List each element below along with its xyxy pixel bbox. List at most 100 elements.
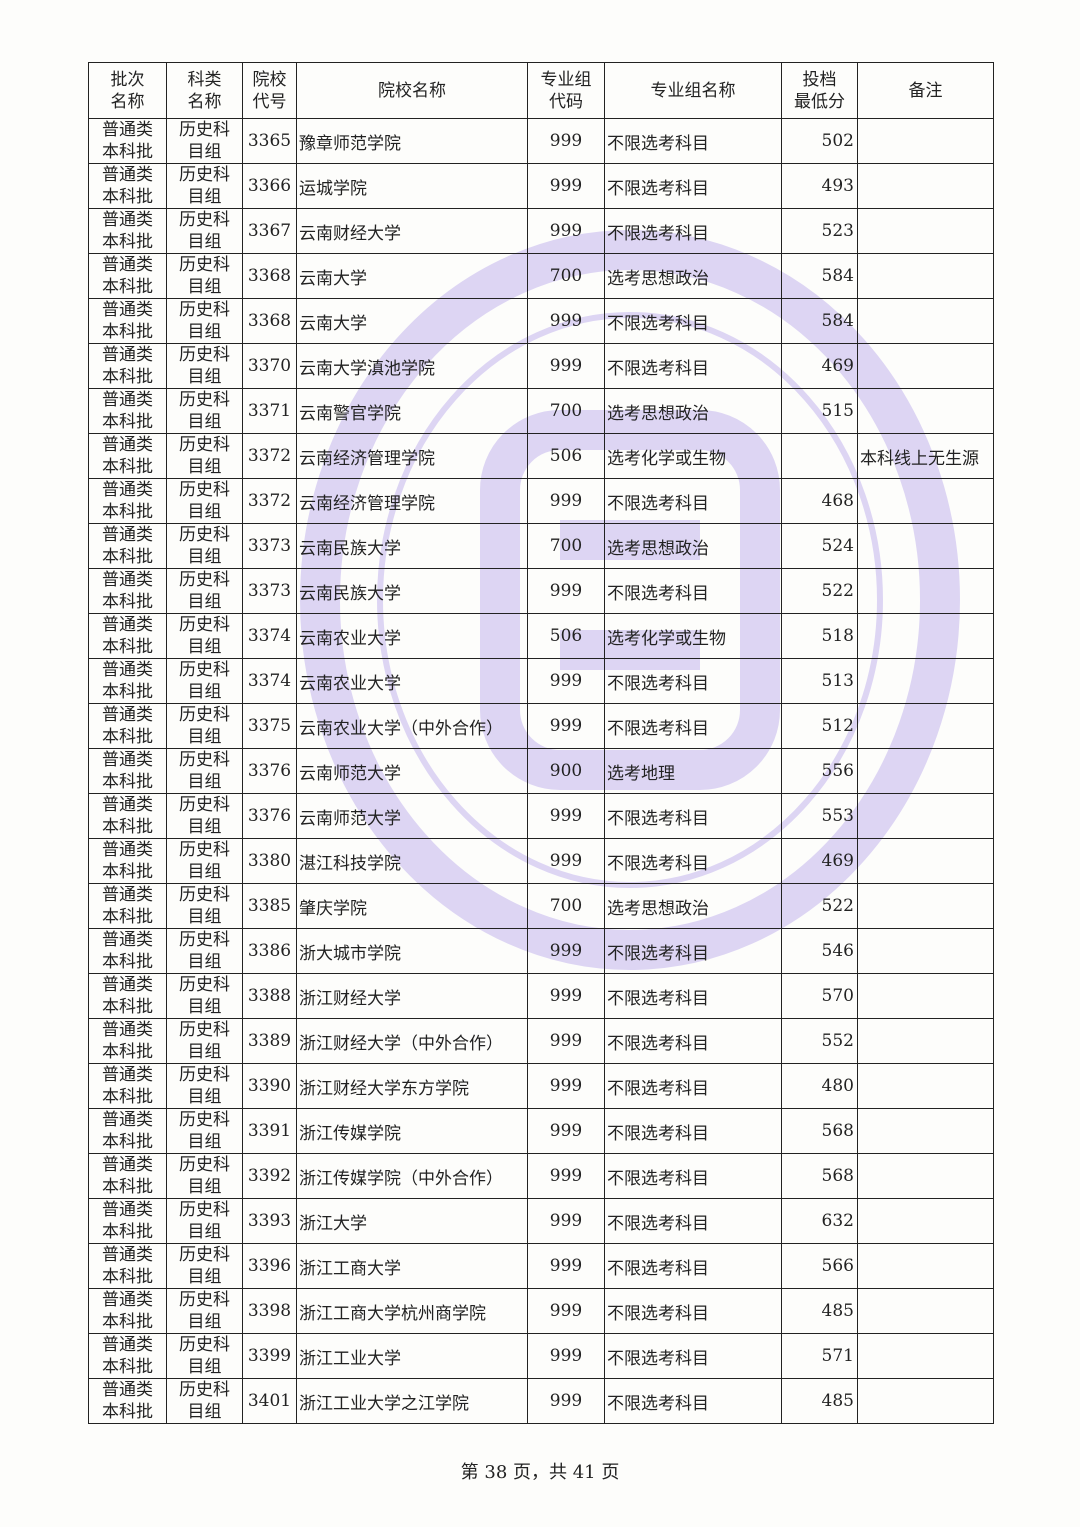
admission-table: 批次 名称 科类 名称 院校 代号 院校名称 专业组 代码 专业组名称 投档 最…	[88, 62, 994, 1424]
school-code-cell: 3399	[242, 1333, 297, 1379]
group-name-cell: 选考思想政治	[604, 388, 782, 434]
school-code-cell: 3374	[242, 658, 297, 704]
batch-cell: 普通类 本科批	[88, 388, 167, 434]
note-cell	[857, 478, 994, 524]
category-cell: 历史科 目组	[166, 613, 243, 659]
school-name-cell: 云南农业大学	[296, 658, 528, 704]
group-code-cell: 999	[527, 1378, 605, 1424]
school-name-cell: 浙江工业大学之江学院	[296, 1378, 528, 1424]
school-name-cell: 浙江工业大学	[296, 1333, 528, 1379]
school-name-cell: 肇庆学院	[296, 883, 528, 929]
header-note: 备注	[857, 62, 994, 119]
batch-cell: 普通类 本科批	[88, 793, 167, 839]
note-cell	[857, 658, 994, 704]
group-code-cell: 999	[527, 208, 605, 254]
category-cell: 历史科 目组	[166, 748, 243, 794]
category-cell: 历史科 目组	[166, 793, 243, 839]
school-code-cell: 3398	[242, 1288, 297, 1334]
group-name-cell: 不限选考科目	[604, 1243, 782, 1289]
category-cell: 历史科 目组	[166, 1018, 243, 1064]
group-code-cell: 700	[527, 388, 605, 434]
table-row: 普通类 本科批 历史科 目组 3371 云南警官学院 700 选考思想政治 515	[88, 388, 994, 434]
category-cell: 历史科 目组	[166, 1063, 243, 1109]
school-code-cell: 3389	[242, 1018, 297, 1064]
group-name-cell: 不限选考科目	[604, 208, 782, 254]
table-row: 普通类 本科批 历史科 目组 3388 浙江财经大学 999 不限选考科目 570	[88, 973, 994, 1019]
header-school-code: 院校 代号	[242, 62, 297, 119]
batch-cell: 普通类 本科批	[88, 478, 167, 524]
batch-cell: 普通类 本科批	[88, 1288, 167, 1334]
group-code-cell: 999	[527, 1198, 605, 1244]
category-cell: 历史科 目组	[166, 118, 243, 164]
min-score-cell: 513	[781, 658, 858, 704]
table-row: 普通类 本科批 历史科 目组 3390 浙江财经大学东方学院 999 不限选考科目 480	[88, 1063, 994, 1109]
table-row: 普通类 本科批 历史科 目组 3386 浙大城市学院 999 不限选考科目 546	[88, 928, 994, 974]
header-group-name: 专业组名称	[604, 62, 782, 119]
group-code-cell: 999	[527, 1288, 605, 1334]
group-name-cell: 不限选考科目	[604, 478, 782, 524]
table-row: 普通类 本科批 历史科 目组 3370 云南大学滇池学院 999 不限选考科目 469	[88, 343, 994, 389]
group-name-cell: 选考化学或生物	[604, 433, 782, 479]
group-code-cell: 506	[527, 613, 605, 659]
school-code-cell: 3396	[242, 1243, 297, 1289]
batch-cell: 普通类 本科批	[88, 208, 167, 254]
min-score-cell: 632	[781, 1198, 858, 1244]
table-row: 普通类 本科批 历史科 目组 3385 肇庆学院 700 选考思想政治 522	[88, 883, 994, 929]
school-name-cell: 浙江财经大学	[296, 973, 528, 1019]
min-score-cell: 518	[781, 613, 858, 659]
min-score-cell: 553	[781, 793, 858, 839]
group-name-cell: 不限选考科目	[604, 838, 782, 884]
group-code-cell: 700	[527, 253, 605, 299]
school-code-cell: 3373	[242, 568, 297, 614]
note-cell	[857, 793, 994, 839]
group-name-cell: 不限选考科目	[604, 1153, 782, 1199]
min-score-cell: 571	[781, 1333, 858, 1379]
min-score-cell: 469	[781, 838, 858, 884]
table-row: 普通类 本科批 历史科 目组 3374 云南农业大学 999 不限选考科目 513	[88, 658, 994, 704]
group-code-cell: 999	[527, 343, 605, 389]
group-code-cell: 999	[527, 298, 605, 344]
min-score-cell: 522	[781, 883, 858, 929]
category-cell: 历史科 目组	[166, 973, 243, 1019]
group-code-cell: 999	[527, 478, 605, 524]
school-code-cell: 3391	[242, 1108, 297, 1154]
group-code-cell: 999	[527, 568, 605, 614]
table-row: 普通类 本科批 历史科 目组 3372 云南经济管理学院 506 选考化学或生物 本科线上无生源	[88, 433, 994, 479]
school-name-cell: 云南农业大学（中外合作）	[296, 703, 528, 749]
table-row: 普通类 本科批 历史科 目组 3365 豫章师范学院 999 不限选考科目 502	[88, 118, 994, 164]
table-row: 普通类 本科批 历史科 目组 3398 浙江工商大学杭州商学院 999 不限选考科目 485	[88, 1288, 994, 1334]
school-name-cell: 浙大城市学院	[296, 928, 528, 974]
school-name-cell: 浙江财经大学东方学院	[296, 1063, 528, 1109]
group-code-cell: 900	[527, 748, 605, 794]
group-code-cell: 700	[527, 883, 605, 929]
note-cell	[857, 1153, 994, 1199]
category-cell: 历史科 目组	[166, 1198, 243, 1244]
school-name-cell: 云南师范大学	[296, 748, 528, 794]
batch-cell: 普通类 本科批	[88, 118, 167, 164]
min-score-cell: 570	[781, 973, 858, 1019]
min-score-cell: 502	[781, 118, 858, 164]
category-cell: 历史科 目组	[166, 208, 243, 254]
school-code-cell: 3401	[242, 1378, 297, 1424]
school-name-cell: 云南民族大学	[296, 568, 528, 614]
group-name-cell: 不限选考科目	[604, 1063, 782, 1109]
min-score-cell: 568	[781, 1108, 858, 1154]
note-cell	[857, 388, 994, 434]
min-score-cell: 568	[781, 1153, 858, 1199]
table-row: 普通类 本科批 历史科 目组 3391 浙江传媒学院 999 不限选考科目 568	[88, 1108, 994, 1154]
batch-cell: 普通类 本科批	[88, 613, 167, 659]
note-cell	[857, 343, 994, 389]
note-cell	[857, 928, 994, 974]
note-cell	[857, 1333, 994, 1379]
school-name-cell: 运城学院	[296, 163, 528, 209]
min-score-cell: 523	[781, 208, 858, 254]
min-score-cell: 512	[781, 703, 858, 749]
category-cell: 历史科 目组	[166, 298, 243, 344]
school-code-cell: 3372	[242, 433, 297, 479]
batch-cell: 普通类 本科批	[88, 1018, 167, 1064]
batch-cell: 普通类 本科批	[88, 883, 167, 929]
table-row: 普通类 本科批 历史科 目组 3376 云南师范大学 999 不限选考科目 553	[88, 793, 994, 839]
group-code-cell: 999	[527, 1108, 605, 1154]
category-cell: 历史科 目组	[166, 523, 243, 569]
min-score-cell: 566	[781, 1243, 858, 1289]
